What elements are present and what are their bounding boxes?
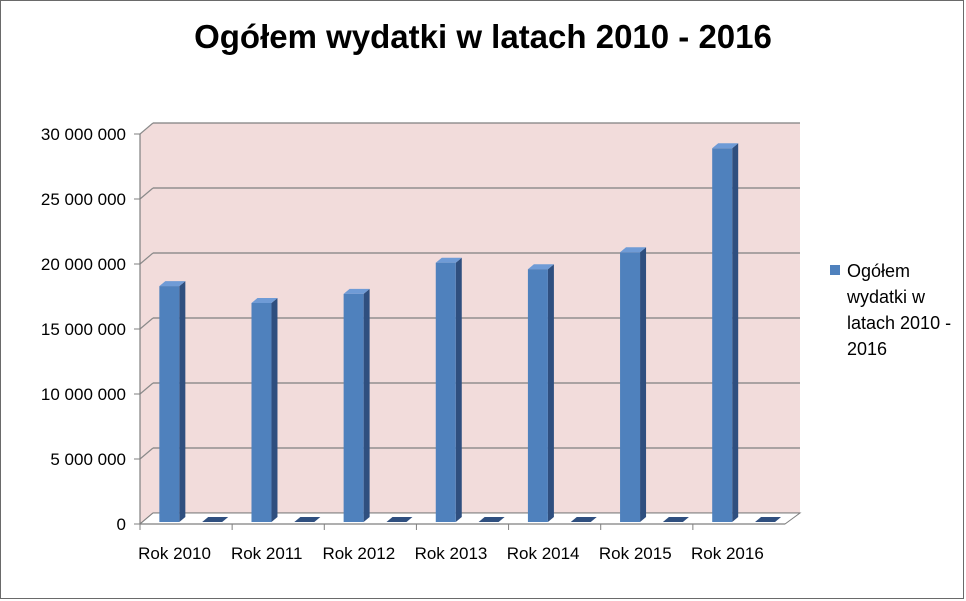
legend-swatch	[830, 265, 840, 275]
x-tick-label: Rok 2016	[691, 544, 764, 563]
y-tick-label: 20 000 000	[41, 255, 126, 274]
y-tick-label: 0	[117, 515, 126, 534]
x-tick-label: Rok 2011	[231, 544, 303, 563]
bar-zero-marker	[478, 517, 505, 522]
bar-top	[159, 281, 186, 287]
bar	[527, 269, 548, 522]
gridline-depth	[139, 382, 154, 395]
y-tick-label: 15 000 000	[41, 320, 126, 339]
x-tick-label: Rok 2015	[599, 544, 672, 563]
gridline-depth	[139, 122, 154, 135]
y-tick-label: 30 000 000	[41, 125, 126, 144]
bar-top	[527, 264, 554, 270]
bar-side	[179, 281, 186, 522]
bar	[251, 303, 272, 522]
bar-top	[620, 247, 647, 253]
chart-title: Ogółem wydatki w latach 2010 - 2016	[194, 18, 772, 55]
bar-zero-marker	[294, 517, 321, 522]
bar-zero-marker	[386, 517, 413, 522]
plot-floor	[138, 512, 802, 525]
bar	[435, 262, 456, 522]
bar	[712, 148, 733, 523]
x-tick-label: Rok 2010	[138, 544, 211, 563]
bar-side	[640, 247, 647, 523]
gridline-depth	[139, 447, 154, 460]
bar-zero-marker	[755, 517, 782, 522]
y-tick-label: 25 000 000	[41, 190, 126, 209]
bar	[620, 252, 641, 523]
y-tick-label: 5 000 000	[50, 450, 126, 469]
bar-zero-marker	[662, 517, 689, 522]
gridline-depth	[139, 317, 154, 330]
gridline-depth	[139, 187, 154, 200]
bar-top	[251, 298, 278, 303]
bar-side	[547, 264, 554, 522]
y-tick-label: 10 000 000	[41, 385, 126, 404]
bar	[159, 286, 180, 522]
bar-top	[712, 143, 739, 149]
bar-side	[455, 257, 462, 522]
legend-label: Ogółem wydatki w latach 2010 - 2016	[847, 261, 952, 359]
x-tick-label: Rok 2012	[322, 544, 395, 563]
gridline-depth	[139, 252, 154, 265]
bar-side	[732, 143, 739, 523]
bar-zero-marker	[202, 517, 229, 522]
bar-zero-marker	[570, 517, 597, 522]
x-tick-label: Rok 2014	[507, 544, 580, 563]
bar-side	[363, 288, 370, 522]
x-tick-label: Rok 2013	[415, 544, 488, 563]
bar-side	[271, 298, 278, 522]
bar	[343, 293, 364, 522]
bar-top	[343, 288, 370, 294]
bar-top	[435, 257, 462, 263]
